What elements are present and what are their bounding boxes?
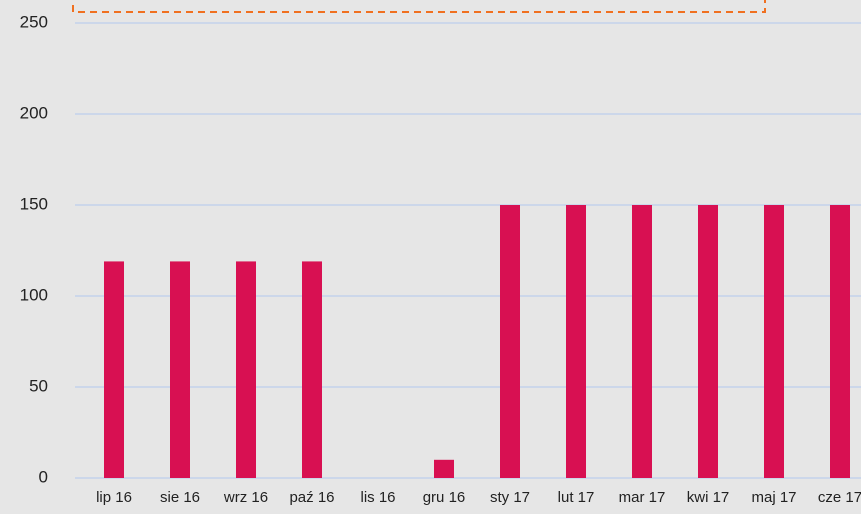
x-tick-label: lut 17: [558, 489, 595, 506]
y-tick-label: 50: [29, 376, 48, 395]
x-tick-label: wrz 16: [223, 489, 268, 506]
bar: [632, 205, 652, 478]
bar: [170, 261, 190, 478]
y-tick-label: 200: [20, 103, 48, 122]
x-tick-label: paź 16: [289, 489, 334, 506]
title-frame: [72, 0, 766, 13]
bar: [434, 459, 454, 478]
y-tick-label: 0: [39, 467, 48, 486]
bar: [830, 205, 850, 478]
x-tick-label: gru 16: [423, 489, 466, 506]
x-tick-label: maj 17: [751, 489, 796, 506]
x-tick-label: sty 17: [490, 489, 530, 506]
bar: [566, 205, 586, 478]
bar: [500, 205, 520, 478]
x-tick-label: sie 16: [160, 489, 200, 506]
bar: [302, 261, 322, 478]
x-tick-label: mar 17: [619, 489, 666, 506]
bar: [236, 261, 256, 478]
bar: [764, 205, 784, 478]
x-tick-label: lis 16: [360, 489, 395, 506]
y-tick-label: 250: [20, 12, 48, 31]
x-tick-label: kwi 17: [687, 489, 730, 506]
y-tick-label: 150: [20, 194, 48, 213]
bar: [698, 205, 718, 478]
x-tick-label: cze 17: [818, 489, 861, 506]
bar: [104, 261, 124, 478]
y-tick-label: 100: [20, 285, 48, 304]
x-tick-label: lip 16: [96, 489, 132, 506]
